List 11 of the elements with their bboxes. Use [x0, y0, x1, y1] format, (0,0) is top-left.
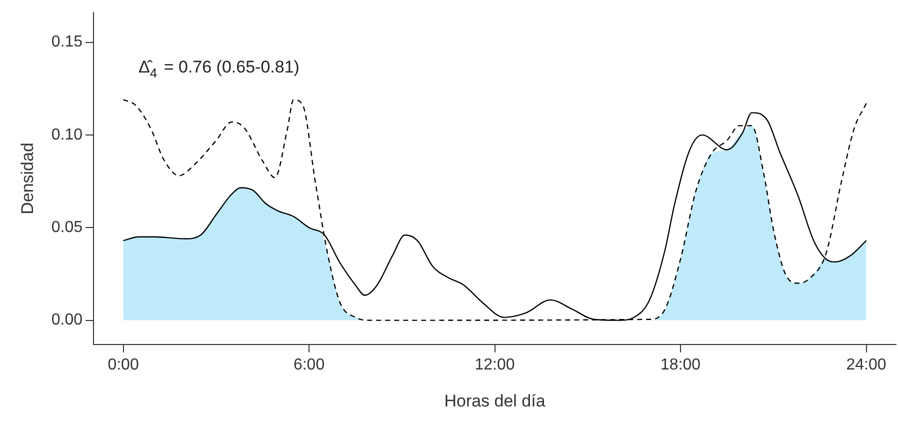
x-tick-label: 0:00 [108, 356, 139, 374]
x-tick-label: 12:00 [474, 356, 515, 374]
x-tick-label: 6:00 [293, 356, 325, 374]
y-tick-label: 0.05 [51, 219, 83, 236]
x-tick-label: 24:00 [846, 356, 886, 374]
y-axis-title: Densidad [18, 142, 37, 214]
y-tick-label: 0.15 [51, 34, 83, 51]
x-tick-label: 18:00 [660, 356, 701, 374]
y-tick-label: 0.10 [51, 126, 83, 144]
y-tick-label: 0.00 [51, 312, 83, 329]
x-axis-title: Horas del día [444, 391, 546, 410]
